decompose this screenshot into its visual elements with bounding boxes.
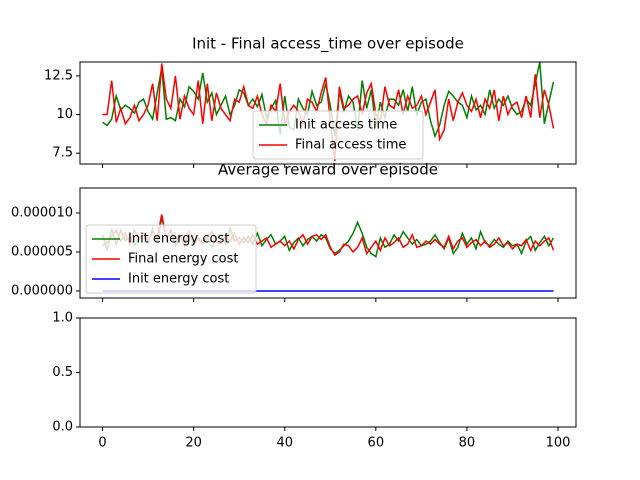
- x-tick-label: 80: [459, 436, 476, 451]
- legend-label: Init energy cost: [128, 272, 229, 287]
- y-tick-label: 10: [56, 107, 73, 122]
- legend-frame: [85, 224, 257, 294]
- legend-label: Init access time: [295, 118, 397, 133]
- legend-frame: [252, 110, 424, 160]
- axes-frame: [79, 317, 577, 428]
- legend-label: Final energy cost: [128, 252, 239, 267]
- y-tick-label: 0.0: [52, 420, 73, 435]
- x-tick-label: 40: [276, 436, 293, 451]
- x-tick-label: 100: [546, 436, 571, 451]
- legend-label: Init energy cost: [128, 232, 229, 247]
- y-tick-label: 0.000005: [11, 244, 73, 259]
- y-tick-label: 1.0: [52, 311, 73, 326]
- legend-label: Final access time: [295, 138, 406, 153]
- x-tick-label: 0: [98, 436, 106, 451]
- axes-frame: [79, 187, 577, 299]
- legend: Init energy cost Final energy cost Init en…: [85, 224, 257, 294]
- y-tick-label: 0.000000: [11, 283, 73, 298]
- axes-frame: [79, 61, 577, 165]
- y-tick-label: 7.5: [52, 146, 73, 161]
- legend: Init access time Final access time: [252, 110, 424, 160]
- y-tick-label: 12.5: [44, 68, 73, 83]
- x-tick-label: 20: [185, 436, 202, 451]
- chart-title: Init - Final access_time over episode: [192, 35, 464, 54]
- chart-title: Average reward over episode: [218, 161, 438, 179]
- y-tick-label: 0.000010: [11, 205, 73, 220]
- series-line: [102, 63, 555, 161]
- y-tick-label: 0.5: [52, 365, 73, 380]
- x-tick-label: 60: [368, 436, 385, 451]
